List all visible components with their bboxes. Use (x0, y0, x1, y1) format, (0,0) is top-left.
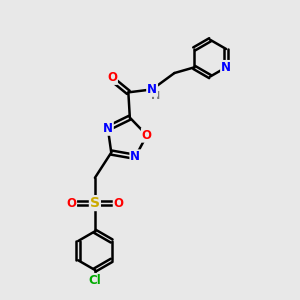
Text: N: N (221, 61, 231, 74)
Text: N: N (130, 150, 140, 163)
Text: O: O (107, 71, 117, 84)
Text: Cl: Cl (88, 274, 101, 287)
Text: O: O (114, 196, 124, 210)
Text: O: O (142, 129, 152, 142)
Text: N: N (103, 122, 113, 135)
Text: H: H (151, 91, 160, 101)
Text: S: S (90, 196, 100, 210)
Text: N: N (147, 83, 157, 96)
Text: O: O (66, 196, 76, 210)
